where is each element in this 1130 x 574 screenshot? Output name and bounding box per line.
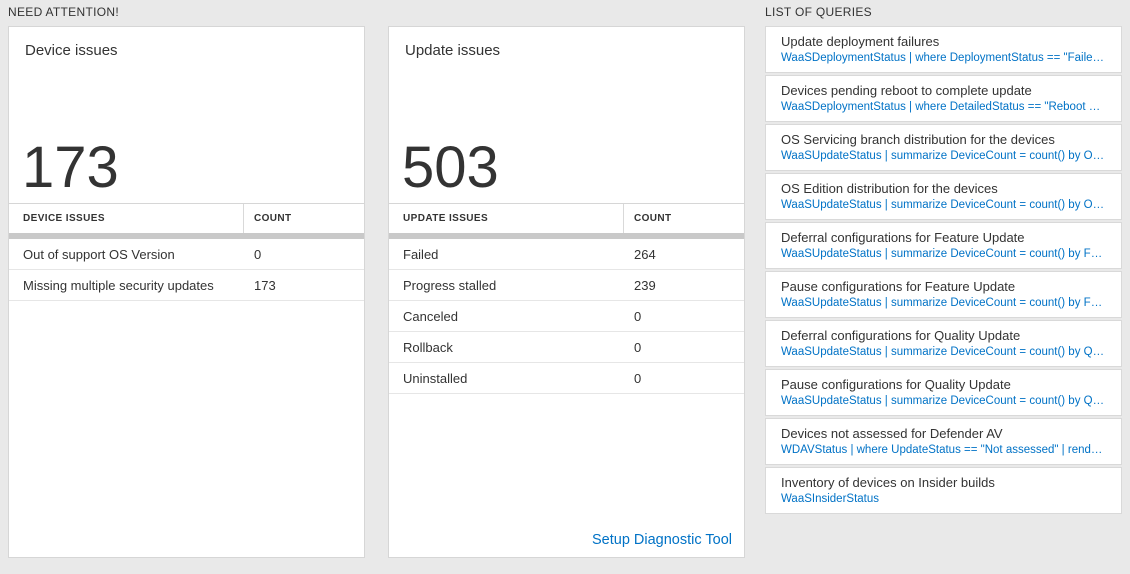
table-header-divider bbox=[9, 233, 364, 239]
query-item[interactable]: Pause configurations for Quality Update … bbox=[765, 369, 1122, 416]
query-item[interactable]: OS Edition distribution for the devices … bbox=[765, 173, 1122, 220]
query-item[interactable]: Devices not assessed for Defender AV WDA… bbox=[765, 418, 1122, 465]
table-row[interactable]: Canceled 0 bbox=[389, 301, 744, 332]
row-label: Canceled bbox=[403, 308, 458, 324]
query-item[interactable]: Deferral configurations for Feature Upda… bbox=[765, 222, 1122, 269]
update-issues-count: 503 bbox=[402, 135, 499, 200]
device-issues-count: 173 bbox=[22, 135, 119, 200]
column-header-label: UPDATE ISSUES bbox=[389, 204, 624, 233]
update-issues-table-header: UPDATE ISSUES COUNT bbox=[389, 204, 744, 233]
column-header-label: DEVICE ISSUES bbox=[9, 204, 244, 233]
row-label: Rollback bbox=[403, 339, 453, 355]
query-item[interactable]: OS Servicing branch distribution for the… bbox=[765, 124, 1122, 171]
row-count: 0 bbox=[634, 370, 642, 386]
table-row[interactable]: Progress stalled 239 bbox=[389, 270, 744, 301]
table-row[interactable]: Out of support OS Version 0 bbox=[9, 239, 364, 270]
row-label: Progress stalled bbox=[403, 277, 497, 293]
device-issues-tile[interactable]: Device issues 173 bbox=[9, 27, 364, 204]
query-item[interactable]: Pause configurations for Feature Update … bbox=[765, 271, 1122, 318]
query-title: Deferral configurations for Feature Upda… bbox=[781, 230, 1025, 245]
table-row[interactable]: Rollback 0 bbox=[389, 332, 744, 363]
row-count: 0 bbox=[254, 246, 262, 262]
table-row[interactable]: Failed 264 bbox=[389, 239, 744, 270]
tile-title: Device issues bbox=[25, 42, 118, 59]
query-link[interactable]: WaaSUpdateStatus | summarize DeviceCount… bbox=[781, 297, 1106, 309]
query-item[interactable]: Inventory of devices on Insider builds W… bbox=[765, 467, 1122, 514]
query-title: OS Edition distribution for the devices bbox=[781, 181, 998, 196]
query-link[interactable]: WaaSUpdateStatus | summarize DeviceCount… bbox=[781, 248, 1106, 260]
device-issues-table-header: DEVICE ISSUES COUNT bbox=[9, 204, 364, 233]
tile-title: Update issues bbox=[405, 42, 501, 59]
query-item[interactable]: Devices pending reboot to complete updat… bbox=[765, 75, 1122, 122]
query-link[interactable]: WaaSDeploymentStatus | where DeploymentS… bbox=[781, 52, 1106, 64]
queries-panel: Update deployment failures WaaSDeploymen… bbox=[765, 26, 1122, 516]
row-count: 0 bbox=[634, 339, 642, 355]
table-header-divider bbox=[389, 233, 744, 239]
query-link[interactable]: WaaSDeploymentStatus | where DetailedSta… bbox=[781, 101, 1106, 113]
query-link[interactable]: WaaSInsiderStatus bbox=[781, 493, 880, 505]
table-row[interactable]: Missing multiple security updates 173 bbox=[9, 270, 364, 301]
setup-diagnostic-tool-link[interactable]: Setup Diagnostic Tool bbox=[592, 532, 732, 548]
device-issues-card: Device issues 173 DEVICE ISSUES COUNT Ou… bbox=[8, 26, 365, 558]
query-title: Pause configurations for Quality Update bbox=[781, 377, 1011, 392]
need-attention-header: NEED ATTENTION! bbox=[8, 5, 119, 19]
row-label: Failed bbox=[403, 246, 439, 262]
query-title: Update deployment failures bbox=[781, 34, 940, 49]
query-title: Devices pending reboot to complete updat… bbox=[781, 83, 1032, 98]
query-title: Deferral configurations for Quality Upda… bbox=[781, 328, 1021, 343]
query-title: Pause configurations for Feature Update bbox=[781, 279, 1016, 294]
update-issues-card: Update issues 503 UPDATE ISSUES COUNT Fa… bbox=[388, 26, 745, 558]
column-header-count: COUNT bbox=[254, 213, 292, 224]
row-label: Out of support OS Version bbox=[23, 246, 175, 262]
row-label: Uninstalled bbox=[403, 370, 468, 386]
query-title: Inventory of devices on Insider builds bbox=[781, 475, 995, 490]
query-link[interactable]: WaaSUpdateStatus | summarize DeviceCount… bbox=[781, 346, 1106, 358]
query-link[interactable]: WaaSUpdateStatus | summarize DeviceCount… bbox=[781, 199, 1106, 211]
query-title: Devices not assessed for Defender AV bbox=[781, 426, 1003, 441]
query-link[interactable]: WaaSUpdateStatus | summarize DeviceCount… bbox=[781, 395, 1106, 407]
update-issues-tile[interactable]: Update issues 503 bbox=[389, 27, 744, 204]
row-count: 239 bbox=[634, 277, 656, 293]
query-title: OS Servicing branch distribution for the… bbox=[781, 132, 1055, 147]
row-label: Missing multiple security updates bbox=[23, 277, 214, 293]
column-header-count: COUNT bbox=[634, 213, 672, 224]
row-count: 264 bbox=[634, 246, 656, 262]
row-count: 0 bbox=[634, 308, 642, 324]
query-item[interactable]: Deferral configurations for Quality Upda… bbox=[765, 320, 1122, 367]
query-link[interactable]: WaaSUpdateStatus | summarize DeviceCount… bbox=[781, 150, 1106, 162]
list-of-queries-header: LIST OF QUERIES bbox=[765, 5, 872, 19]
row-count: 173 bbox=[254, 277, 276, 293]
table-row[interactable]: Uninstalled 0 bbox=[389, 363, 744, 394]
query-item[interactable]: Update deployment failures WaaSDeploymen… bbox=[765, 26, 1122, 73]
query-link[interactable]: WDAVStatus | where UpdateStatus == "Not … bbox=[781, 444, 1106, 456]
